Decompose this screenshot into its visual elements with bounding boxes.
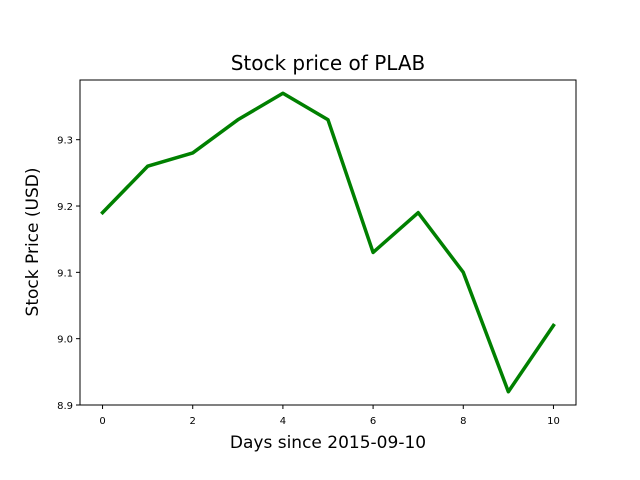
y-tick-label: 9.2	[57, 202, 73, 213]
x-tick-label: 8	[460, 416, 466, 427]
y-tick-label: 9.3	[57, 136, 73, 147]
x-tick-label: 6	[370, 416, 376, 427]
y-tick-label: 9.0	[57, 335, 73, 346]
y-tick-label: 9.1	[57, 268, 73, 279]
x-tick-label: 10	[547, 416, 560, 427]
y-axis-title: Stock Price (USD)	[23, 168, 43, 317]
x-tick-label: 2	[190, 416, 196, 427]
x-axis-title: Days since 2015-09-10	[230, 433, 426, 453]
plot-frame	[79, 79, 577, 406]
plot-area	[100, 91, 556, 394]
x-axis: 0 2 4 6 8 10	[99, 405, 560, 427]
x-tick-label: 0	[99, 416, 105, 427]
y-tick-label: 8.9	[57, 401, 73, 412]
x-tick-label: 4	[280, 416, 286, 427]
y-axis: 8.9 9.0 9.1 9.2 9.3	[57, 136, 80, 412]
chart-title: Stock price of PLAB	[231, 51, 426, 75]
